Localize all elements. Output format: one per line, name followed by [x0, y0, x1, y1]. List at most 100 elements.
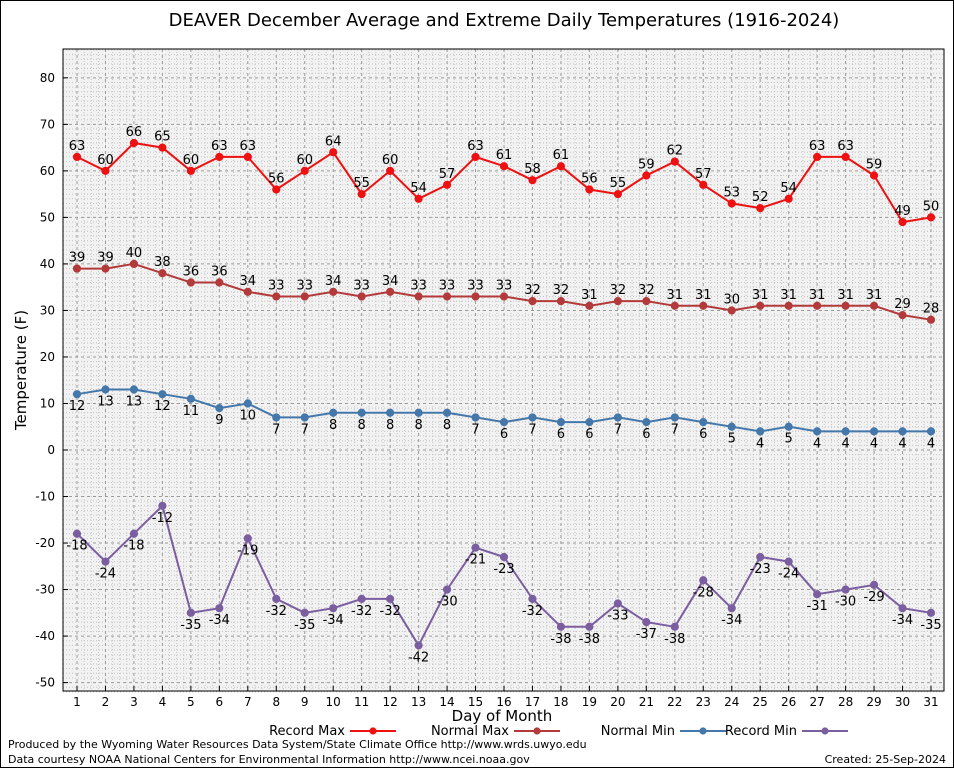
data-point-record-max: [727, 199, 736, 208]
data-point-normal-min: [243, 399, 252, 408]
data-label-normal-max: 33: [296, 278, 313, 293]
data-label-normal-min: 6: [500, 427, 508, 442]
data-point-normal-min: [329, 408, 338, 417]
data-point-normal-min: [699, 417, 708, 427]
data-label-record-min: -18: [66, 539, 87, 554]
data-label-record-max: 50: [923, 199, 940, 214]
x-tick-label: 11: [354, 695, 369, 709]
data-point-record-max: [670, 157, 679, 166]
data-label-record-min: -12: [152, 511, 173, 526]
data-label-record-min: -30: [436, 595, 457, 610]
data-label-normal-max: 28: [923, 302, 940, 317]
chart-title: DEAVER December Average and Extreme Dail…: [169, 10, 840, 31]
x-tick-label: 25: [753, 695, 768, 709]
data-label-normal-min: 12: [69, 399, 86, 414]
data-point-record-min: [813, 590, 822, 599]
data-point-record-max: [813, 152, 822, 162]
data-point-record-min: [841, 585, 850, 594]
data-label-normal-min: 13: [97, 395, 114, 410]
data-point-record-max: [841, 152, 850, 162]
x-tick-label: 1: [73, 695, 81, 709]
data-point-record-min: [471, 543, 480, 552]
y-tick-label: -20: [35, 536, 55, 550]
data-label-normal-min: 4: [898, 436, 906, 451]
x-tick-label: 27: [809, 695, 824, 709]
data-point-record-max: [756, 203, 765, 213]
data-point-record-max: [129, 138, 139, 148]
data-label-record-min: -31: [807, 599, 828, 614]
data-label-normal-max: 31: [809, 288, 826, 303]
data-label-normal-min: 6: [585, 427, 593, 442]
data-point-record-min: [699, 576, 708, 585]
data-label-record-min: -35: [180, 618, 201, 633]
data-point-record-max: [784, 194, 793, 203]
x-tick-label: 20: [610, 695, 625, 709]
data-point-record-max: [585, 185, 594, 194]
x-tick-label: 8: [272, 695, 280, 709]
y-tick-label: 20: [40, 350, 55, 364]
data-label-normal-min: 6: [699, 427, 707, 442]
data-point-normal-max: [699, 301, 708, 310]
created-date: Created: 25-Sep-2024: [824, 753, 946, 766]
y-tick-label: 70: [40, 117, 55, 131]
x-tick-label: 12: [382, 695, 397, 709]
data-label-normal-max: 32: [610, 283, 627, 298]
x-tick-label: 7: [244, 695, 252, 709]
x-tick-label: 21: [639, 695, 654, 709]
data-point-normal-max: [442, 292, 452, 301]
data-label-normal-min: 5: [785, 432, 793, 447]
data-label-normal-min: 8: [386, 418, 394, 433]
data-point-record-min: [556, 622, 566, 631]
data-point-normal-max: [272, 292, 281, 301]
x-tick-label: 13: [411, 695, 426, 709]
data-label-normal-max: 33: [439, 278, 456, 293]
y-tick-label: 10: [40, 396, 55, 410]
data-point-record-min: [670, 622, 679, 631]
legend-marker-normal-max: [533, 727, 541, 735]
legend-label-normal-max: Normal Max: [431, 724, 509, 739]
data-label-normal-min: 7: [301, 422, 309, 437]
data-label-normal-min: 4: [870, 436, 878, 451]
data-label-normal-min: 9: [215, 413, 223, 428]
data-point-normal-min: [158, 390, 167, 399]
data-point-normal-min: [442, 408, 452, 417]
data-point-record-max: [72, 152, 82, 162]
data-point-record-min: [215, 604, 224, 613]
data-point-normal-max: [813, 301, 822, 310]
data-point-normal-max: [499, 292, 509, 301]
data-label-record-min: -34: [323, 613, 344, 628]
x-axis-label: Day of Month: [452, 707, 553, 725]
data-label-record-min: -32: [380, 604, 401, 619]
data-point-normal-max: [556, 297, 566, 306]
data-point-normal-max: [329, 287, 338, 296]
data-point-normal-min: [727, 422, 736, 431]
data-label-normal-min: 12: [154, 399, 171, 414]
data-label-record-min: -24: [95, 567, 116, 582]
y-tick-label: -30: [35, 583, 55, 597]
legend-marker-record-max: [369, 727, 377, 735]
data-label-normal-max: 34: [240, 274, 257, 289]
data-label-record-max: 57: [695, 167, 712, 182]
data-label-record-max: 60: [97, 153, 114, 168]
data-point-normal-min: [841, 427, 850, 436]
data-point-record-max: [243, 152, 252, 162]
data-label-normal-max: 34: [325, 274, 342, 289]
data-label-record-min: -30: [835, 595, 856, 610]
data-point-record-max: [186, 166, 195, 175]
data-point-normal-max: [215, 278, 224, 287]
data-label-record-min: -23: [493, 562, 514, 577]
data-point-normal-min: [499, 417, 509, 427]
legend-marker-record-min: [821, 727, 829, 735]
data-point-record-min: [186, 608, 195, 617]
data-label-normal-max: 34: [382, 274, 399, 289]
x-tick-label: 22: [667, 695, 682, 709]
data-point-normal-min: [357, 408, 366, 417]
x-tick-label: 5: [187, 695, 195, 709]
data-point-normal-max: [129, 259, 139, 269]
data-point-record-min: [442, 585, 452, 594]
y-tick-label: 60: [40, 164, 55, 178]
data-label-normal-min: 8: [414, 418, 422, 433]
data-point-record-max: [898, 217, 907, 227]
